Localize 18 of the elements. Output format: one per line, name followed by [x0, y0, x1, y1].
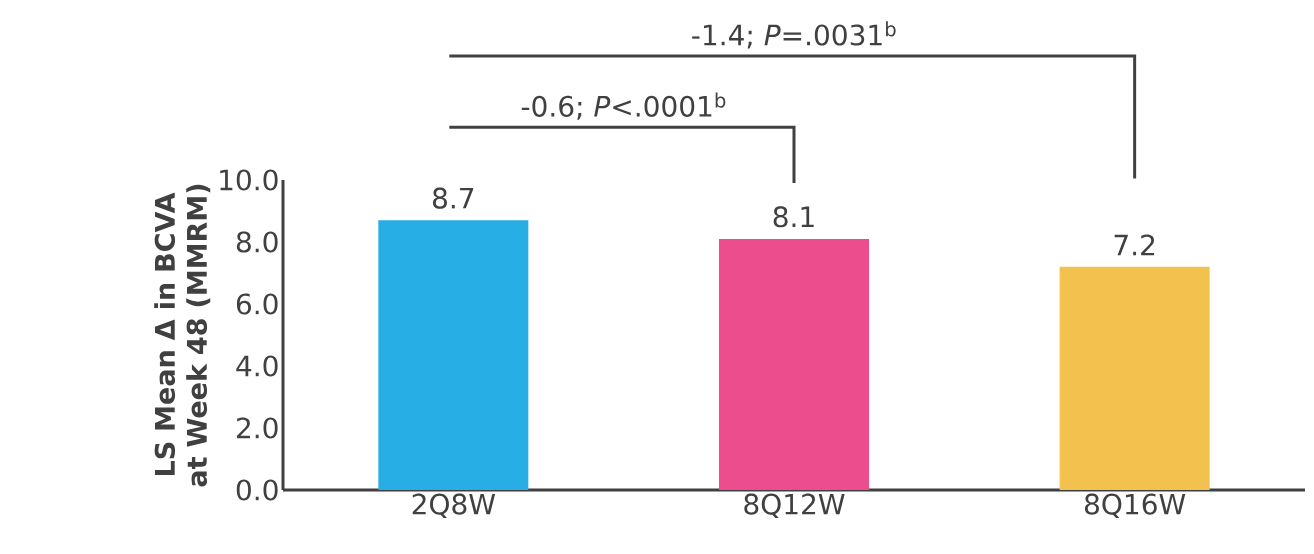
data-label: 8.1 [773, 206, 814, 228]
y-tick-label: 4.0 [236, 355, 278, 377]
x-tick-label: 2Q8W [412, 493, 496, 518]
x-tick-label: 8Q16W [1084, 493, 1186, 518]
bar [1059, 266, 1210, 490]
text: -0.6; P<.0001$^{b}$ [521, 92, 726, 120]
y-tick-label: 8.0 [236, 231, 278, 253]
y-tick-label: 2.0 [236, 417, 278, 439]
x-tick-label: 8Q12W [744, 493, 845, 518]
bar [718, 238, 869, 490]
bar [378, 220, 529, 490]
data-label: 8.7 [432, 187, 474, 209]
y-tick-label: 6.0 [236, 293, 278, 315]
text: -1.4; P=.0031$^{b}$ [692, 21, 896, 49]
y-axis-title: LS Mean Δ in BCVA at Week 48 (MMRM) [154, 184, 211, 487]
y-tick-label: 10.0 [220, 169, 278, 191]
data-label: 7.2 [1114, 234, 1155, 256]
y-tick-label: 0.0 [236, 479, 278, 501]
